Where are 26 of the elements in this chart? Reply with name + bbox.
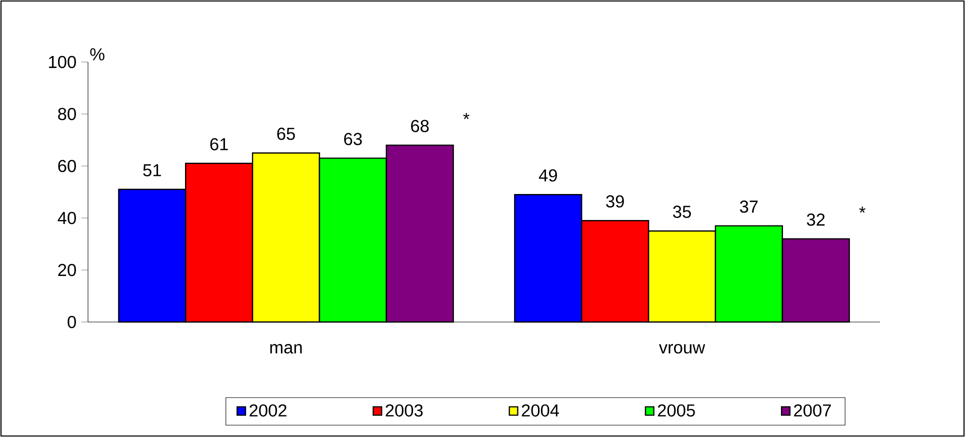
y-axis-title: % [90,48,104,60]
legend-label: 2004 [522,404,560,417]
y-tick-label: 20 [58,264,76,276]
data-label: 63 [344,132,362,146]
legend-label: 2005 [658,404,695,417]
legend-label: 2003 [386,404,423,417]
legend-label: 2002 [250,404,286,417]
x-tick-label: vrouw [658,344,706,354]
data-label: 37 [740,200,758,213]
data-label: 39 [606,195,624,208]
data-label: 68 [411,120,429,132]
x-tick-label: man [270,344,302,354]
y-tick-label: 40 [58,212,76,224]
data-label: 61 [210,138,228,150]
annotation: * [859,206,866,213]
y-tick-label: 100 [49,56,76,68]
data-label: 35 [673,206,691,218]
annotation: * [463,113,470,120]
data-label: 51 [143,164,161,176]
data-label: 65 [277,128,295,140]
y-tick-label: 0 [68,316,76,328]
data-label: 49 [538,169,557,182]
y-tick-label: 80 [58,108,76,120]
data-label: 32 [806,213,825,226]
legend-label: 2007 [794,404,831,417]
y-tick-label: 60 [58,160,76,172]
